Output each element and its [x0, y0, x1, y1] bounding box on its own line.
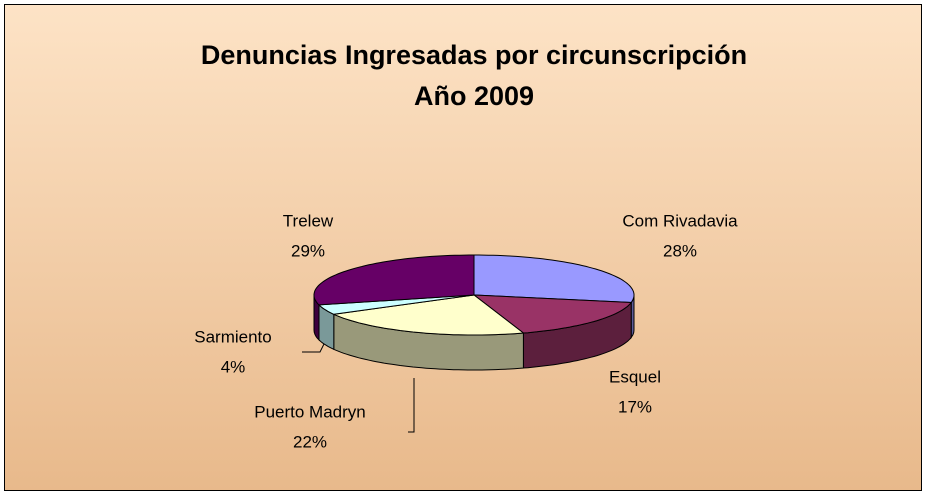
slice-value-label: 28%: [663, 241, 697, 260]
slice-label: Esquel: [609, 367, 661, 386]
slice-value-label: 4%: [221, 357, 246, 376]
chart-subtitle: Año 2009: [414, 81, 534, 111]
chart-frame: [4, 4, 922, 491]
slice-label: Puerto Madryn: [254, 402, 366, 421]
slice-value-label: 17%: [618, 397, 652, 416]
pie-slice: [317, 294, 475, 315]
pie-slice: [473, 254, 635, 304]
pie-slice: [472, 294, 633, 334]
chart-title: Denuncias Ingresadas por circunscripción: [201, 40, 747, 70]
slice-label: Sarmiento: [194, 327, 271, 346]
slice-value-label: 22%: [293, 432, 327, 451]
slice-label: Trelew: [283, 211, 334, 230]
slice-label: Com Rivadavia: [622, 211, 738, 230]
leader-line: [408, 378, 415, 433]
slice-value-label: 29%: [291, 241, 325, 260]
pie-slice: [331, 294, 525, 336]
pie-slice: [313, 254, 475, 306]
